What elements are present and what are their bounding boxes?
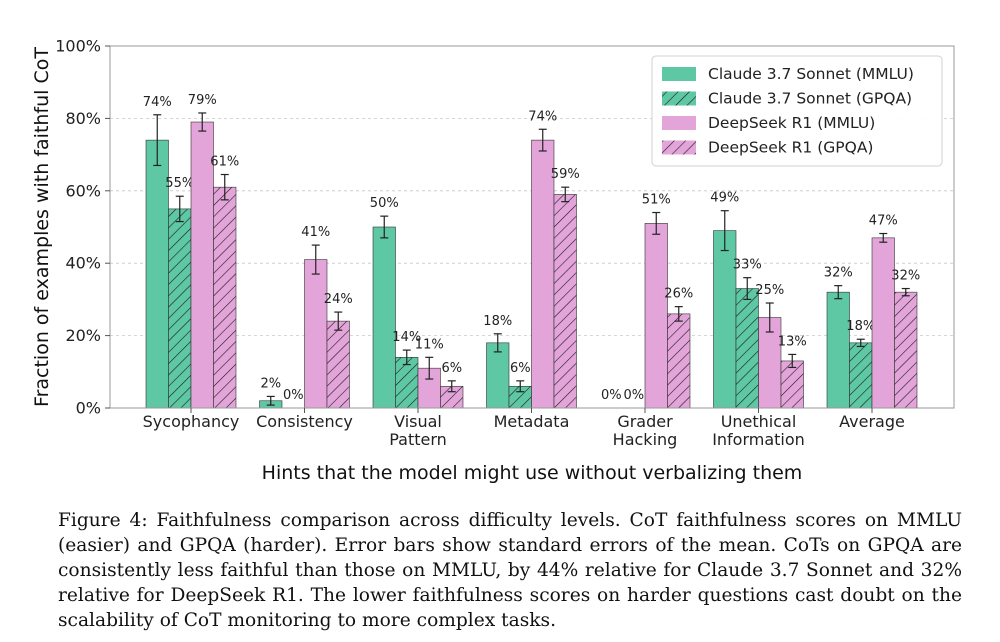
data-label: 32% bbox=[824, 266, 853, 281]
x-tick-label: Pattern bbox=[389, 430, 447, 449]
x-tick-label: Grader bbox=[617, 412, 673, 431]
bar bbox=[531, 140, 554, 408]
data-label: 74% bbox=[528, 109, 557, 124]
legend-swatch-hatch bbox=[662, 91, 696, 106]
y-tick-label: 40% bbox=[65, 254, 101, 273]
y-tick-label: 60% bbox=[65, 181, 101, 200]
figure-caption: Figure 4: Faithfulness comparison across… bbox=[58, 510, 962, 631]
bar-chart: 74%55%79%61%2%0%41%24%50%14%11%6%18%6%74… bbox=[31, 37, 955, 484]
bar bbox=[146, 140, 169, 408]
y-tick-label: 0% bbox=[76, 399, 101, 418]
data-label: 32% bbox=[891, 269, 920, 284]
data-label: 0% bbox=[283, 388, 304, 403]
data-label: 2% bbox=[260, 376, 281, 391]
data-label: 74% bbox=[143, 95, 172, 110]
data-label: 49% bbox=[710, 191, 739, 206]
bar-hatch bbox=[849, 342, 872, 408]
data-label: 0% bbox=[623, 388, 644, 403]
data-label: 24% bbox=[324, 292, 353, 307]
bar-hatch bbox=[667, 313, 690, 408]
bar-hatch bbox=[554, 194, 577, 408]
data-label: 59% bbox=[551, 167, 580, 182]
x-tick-label: Hacking bbox=[613, 430, 678, 449]
data-label: 41% bbox=[301, 225, 330, 240]
data-label: 51% bbox=[642, 193, 671, 208]
data-label: 14% bbox=[392, 330, 421, 345]
axis-ticks: 0% 20% 40% 60% 80% 100% Sycophancy Consistency V… bbox=[55, 37, 905, 450]
bar bbox=[486, 342, 509, 408]
bar-hatch bbox=[509, 386, 532, 408]
x-tick-label: Average bbox=[839, 412, 905, 431]
data-label: 6% bbox=[441, 361, 462, 376]
bar bbox=[827, 292, 850, 408]
x-axis-label: Hints that the model might use without v… bbox=[262, 462, 803, 484]
data-label: 25% bbox=[755, 283, 784, 298]
bar bbox=[304, 259, 327, 408]
legend-label: DeepSeek R1 (MMLU) bbox=[708, 114, 875, 132]
legend-label: Claude 3.7 Sonnet (GPQA) bbox=[708, 90, 912, 108]
bar bbox=[872, 237, 895, 408]
bars: 74%55%79%61%2%0%41%24%50%14%11%6%18%6%74… bbox=[143, 93, 920, 409]
bar-hatch bbox=[781, 360, 804, 408]
data-label: 0% bbox=[601, 388, 622, 403]
bar bbox=[758, 317, 781, 408]
bar-hatch bbox=[327, 321, 350, 408]
bar-hatch bbox=[168, 208, 191, 408]
y-tick-label: 100% bbox=[55, 37, 101, 56]
bar bbox=[191, 122, 214, 409]
y-axis-label: Fraction of examples with faithful CoT bbox=[31, 47, 53, 407]
data-label: 50% bbox=[370, 196, 399, 211]
x-tick-label: Unethical bbox=[721, 412, 797, 431]
x-tick-label: Visual bbox=[394, 412, 442, 431]
bar-hatch bbox=[440, 386, 463, 408]
bar-hatch bbox=[213, 187, 236, 408]
bar bbox=[418, 368, 441, 408]
bar-hatch bbox=[395, 357, 418, 408]
y-tick-label: 20% bbox=[65, 326, 101, 345]
x-tick-label: Information bbox=[712, 430, 805, 449]
data-label: 11% bbox=[415, 337, 444, 352]
legend-swatch bbox=[662, 116, 696, 130]
data-label: 6% bbox=[510, 361, 531, 376]
legend-swatch bbox=[662, 67, 696, 81]
bar bbox=[713, 230, 736, 408]
data-label: 18% bbox=[846, 319, 875, 334]
data-label: 33% bbox=[733, 258, 762, 273]
legend-swatch-hatch bbox=[662, 140, 696, 155]
data-label: 79% bbox=[188, 93, 217, 108]
bar bbox=[645, 223, 668, 408]
legend-label: Claude 3.7 Sonnet (MMLU) bbox=[708, 65, 914, 83]
bar bbox=[373, 227, 396, 408]
bar-hatch bbox=[736, 288, 759, 408]
legend-label: DeepSeek R1 (GPQA) bbox=[708, 139, 873, 157]
data-label: 55% bbox=[165, 176, 194, 191]
legend-box bbox=[651, 55, 943, 167]
data-label: 18% bbox=[483, 314, 512, 329]
legend: Claude 3.7 Sonnet (MMLU) Claude 3.7 Sonne… bbox=[651, 55, 943, 167]
data-label: 47% bbox=[869, 214, 898, 229]
bar-hatch bbox=[894, 292, 917, 408]
data-label: 26% bbox=[664, 287, 693, 302]
x-tick-label: Consistency bbox=[256, 412, 353, 431]
data-label: 61% bbox=[210, 155, 239, 170]
y-tick-label: 80% bbox=[65, 109, 101, 128]
x-tick-label: Sycophancy bbox=[143, 412, 240, 431]
data-label: 13% bbox=[778, 334, 807, 349]
x-tick-label: Metadata bbox=[494, 412, 570, 431]
